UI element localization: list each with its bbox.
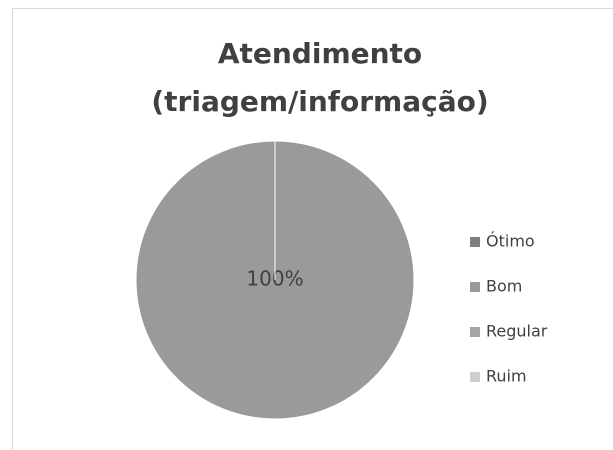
legend-swatch bbox=[470, 372, 480, 382]
legend-label: Ótimo bbox=[486, 232, 535, 251]
legend-swatch bbox=[470, 327, 480, 337]
chart-title: Atendimento (triagem/informação) bbox=[151, 37, 488, 118]
legend-label: Bom bbox=[486, 277, 522, 296]
legend-swatch bbox=[470, 237, 480, 247]
legend-label: Regular bbox=[486, 322, 548, 341]
legend-label: Ruim bbox=[486, 367, 527, 386]
legend-swatch bbox=[470, 282, 480, 292]
